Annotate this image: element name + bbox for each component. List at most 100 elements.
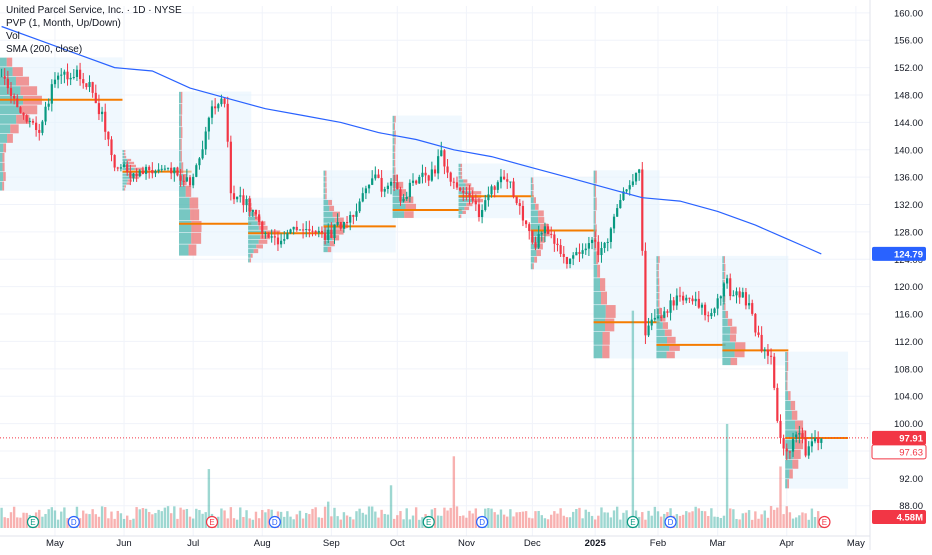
profile-bar-up	[0, 124, 11, 134]
candle-body	[292, 226, 295, 230]
candle-body	[57, 75, 60, 80]
indicator-sma[interactable]: SMA (200, close)	[6, 44, 83, 55]
profile-bar-up	[656, 285, 659, 293]
profile-bar-down	[795, 440, 804, 450]
price-tick-label: 88.00	[899, 501, 923, 512]
volume-bar	[19, 517, 22, 528]
profile-bar-down	[190, 209, 200, 221]
volume-bar	[286, 511, 289, 528]
candle-body	[807, 446, 810, 456]
volume-bar	[135, 507, 138, 528]
profile-bar-down	[183, 174, 187, 186]
profile-bar-up	[656, 270, 658, 278]
symbol-title[interactable]: United Parcel Service, Inc. · 1D · NYSE	[6, 5, 182, 16]
candle-body	[399, 189, 402, 202]
profile-bar-up	[248, 221, 258, 226]
profile-bar-up	[458, 167, 461, 171]
volume-bar	[421, 517, 424, 528]
candle-body	[198, 158, 201, 166]
volume-bar	[166, 506, 170, 528]
volume-bar	[3, 517, 6, 528]
candle-body	[336, 222, 339, 225]
profile-bar-down	[124, 185, 126, 188]
profile-bar-up	[785, 400, 791, 411]
volume-bar	[534, 511, 537, 528]
candle-body	[113, 155, 116, 168]
profile-bar-down	[181, 162, 184, 174]
candle-body	[9, 88, 13, 96]
profile-bar-up	[179, 232, 192, 244]
candle-body	[650, 319, 653, 326]
volume-bar	[235, 519, 239, 528]
profile-bar-down	[3, 172, 6, 181]
profile-bar-up	[0, 152, 3, 162]
candle-body	[785, 448, 788, 452]
profile-bar-up	[0, 143, 4, 153]
candle-body	[452, 181, 455, 183]
candle-body	[6, 78, 9, 89]
profile-bar-up	[593, 278, 600, 292]
volume-bar	[813, 517, 817, 528]
indicator-vol[interactable]: Vol	[6, 31, 20, 42]
volume-bar	[568, 517, 572, 528]
candle-body	[509, 181, 512, 183]
volume-bar	[766, 517, 770, 528]
profile-bar-down	[460, 214, 462, 218]
profile-bar-down	[594, 210, 596, 224]
candle-body	[531, 231, 534, 243]
candle-body	[210, 106, 214, 118]
candle-body	[63, 71, 66, 75]
price-tick-label: 144.00	[894, 118, 923, 129]
candle-body	[446, 166, 449, 173]
indicator-pvp[interactable]: PVP (1, Month, Up/Down)	[6, 18, 121, 29]
profile-bar-up	[392, 115, 395, 123]
volume-bar	[816, 511, 820, 528]
profile-bar-up	[593, 184, 595, 197]
profile-bar-up	[722, 271, 724, 280]
volume-bar	[499, 509, 503, 528]
volume-bar	[94, 514, 97, 528]
volume-bar	[198, 510, 201, 528]
profile-bar-up	[179, 209, 191, 221]
profile-bar-down	[460, 163, 463, 168]
profile-bar-up	[392, 211, 405, 218]
profile-bar-down	[658, 285, 660, 293]
profile-bar-down	[128, 161, 135, 165]
profile-bar-up	[179, 150, 181, 162]
candle-body	[386, 185, 389, 190]
profile-bar-up	[392, 203, 406, 211]
candle-body	[91, 82, 94, 93]
volume-bar	[0, 507, 3, 528]
candle-body	[647, 325, 650, 336]
profile-bar-down	[666, 351, 675, 359]
volume-bar	[493, 512, 496, 528]
profile-bar-down	[464, 206, 470, 211]
candle-body	[817, 438, 820, 443]
candle-body	[188, 177, 192, 186]
volume-bar	[38, 509, 41, 528]
profile-bar-up	[0, 105, 21, 115]
profile-bar-up	[593, 197, 596, 211]
volume-bar	[572, 511, 575, 528]
profile-bar-up	[593, 318, 605, 332]
profile-bar-down	[658, 300, 660, 307]
candle-body	[641, 169, 644, 251]
profile-bar-up	[722, 318, 728, 326]
profile-bar-up	[458, 202, 467, 207]
candle-body	[791, 438, 795, 452]
candle-body	[320, 230, 324, 233]
price-tick-label: 100.00	[894, 419, 923, 430]
candle-body	[760, 334, 763, 351]
profile-bar-down	[180, 91, 183, 104]
candle-body	[138, 170, 141, 177]
candle-body	[402, 198, 405, 202]
volume-bar	[801, 512, 804, 528]
time-tick-label: Jun	[116, 538, 131, 549]
candle-body	[270, 236, 273, 238]
profile-bar-down	[16, 114, 30, 124]
profile-bar-down	[394, 159, 396, 167]
profile-bar-down	[658, 292, 660, 300]
profile-bar-up	[179, 244, 189, 256]
